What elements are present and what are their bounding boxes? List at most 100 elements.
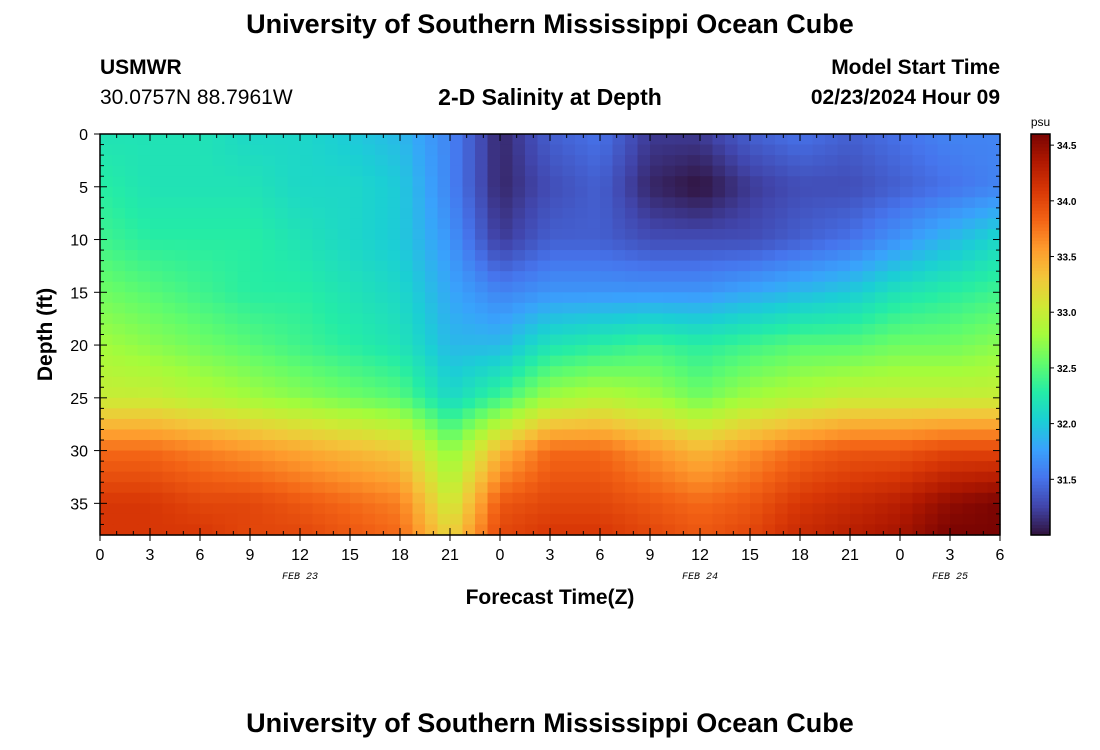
heatmap-cell — [250, 134, 264, 146]
heatmap-cell — [125, 471, 139, 483]
heatmap-cell — [737, 155, 751, 167]
heatmap-cell — [887, 440, 901, 452]
heatmap-cell — [512, 323, 526, 336]
heatmap-cell — [950, 281, 964, 293]
heatmap-cell — [950, 271, 964, 283]
heatmap-cell — [962, 144, 976, 156]
heatmap-cell — [437, 429, 451, 441]
heatmap-cell — [312, 492, 326, 504]
colorbar-swatch — [1031, 190, 1050, 195]
heatmap-cell — [462, 482, 476, 494]
heatmap-cell — [887, 207, 901, 220]
heatmap-cell — [925, 440, 939, 452]
heatmap-cell — [762, 429, 776, 441]
heatmap-cell — [412, 513, 426, 526]
heatmap-cell — [750, 239, 764, 251]
heatmap-cell — [750, 450, 764, 462]
heatmap-cell — [100, 186, 114, 198]
heatmap-cell — [725, 207, 739, 220]
heatmap-cell — [925, 176, 939, 188]
heatmap-cell — [937, 418, 951, 431]
heatmap-cell — [962, 503, 976, 515]
heatmap-cell — [625, 376, 639, 388]
heatmap-cell — [400, 471, 414, 483]
heatmap-cell — [875, 387, 889, 399]
heatmap-cell — [575, 239, 589, 251]
heatmap-cell — [712, 302, 726, 314]
heatmap-cell — [100, 281, 114, 293]
heatmap-cell — [750, 197, 764, 209]
heatmap-cell — [450, 450, 464, 462]
heatmap-cell — [700, 366, 714, 378]
heatmap-cell — [700, 334, 714, 346]
heatmap-cell — [737, 461, 751, 473]
heatmap-cell — [712, 250, 726, 262]
heatmap-cell — [750, 408, 764, 420]
heatmap-cell — [925, 292, 939, 304]
heatmap-cell — [575, 144, 589, 156]
heatmap-cell — [537, 482, 551, 494]
heatmap-cell — [700, 292, 714, 304]
heatmap-cell — [262, 186, 276, 198]
heatmap-cell — [850, 397, 864, 409]
heatmap-cell — [862, 260, 876, 272]
heatmap-cell — [737, 313, 751, 325]
heatmap-cell — [487, 186, 501, 198]
heatmap-cell — [300, 418, 314, 431]
y-axis-label: Depth (ft) — [34, 288, 57, 381]
heatmap-cell — [287, 387, 301, 399]
heatmap-cell — [337, 323, 351, 336]
heatmap-cell — [887, 345, 901, 357]
heatmap-cell — [775, 155, 789, 167]
heatmap-cell — [275, 524, 289, 536]
heatmap-cell — [312, 345, 326, 357]
heatmap-cell — [475, 440, 489, 452]
heatmap-cell — [225, 302, 239, 314]
heatmap-cell — [712, 218, 726, 230]
heatmap-cell — [162, 376, 176, 388]
heatmap-cell — [350, 155, 364, 167]
heatmap-cell — [437, 418, 451, 431]
colorbar-swatch — [1031, 351, 1050, 356]
heatmap-cell — [575, 492, 589, 504]
heatmap-cell — [625, 239, 639, 251]
heatmap-cell — [525, 482, 539, 494]
heatmap-cell — [725, 450, 739, 462]
heatmap-cell — [812, 186, 826, 198]
heatmap-cell — [262, 461, 276, 473]
colorbar-swatch — [1031, 311, 1050, 316]
heatmap-cell — [212, 429, 226, 441]
heatmap-cell — [537, 355, 551, 367]
heatmap-cell — [287, 471, 301, 483]
heatmap-cell — [975, 313, 989, 325]
heatmap-cell — [662, 524, 676, 536]
heatmap-cell — [575, 271, 589, 283]
heatmap-cell — [850, 471, 864, 483]
heatmap-cell — [487, 387, 501, 399]
heatmap-cell — [212, 376, 226, 388]
heatmap-cell — [312, 228, 326, 241]
heatmap-cell — [887, 292, 901, 304]
heatmap-cell — [662, 397, 676, 409]
heatmap-cell — [662, 186, 676, 198]
colorbar-swatch — [1031, 137, 1050, 142]
heatmap-cell — [262, 250, 276, 262]
x-tick-label: 9 — [246, 547, 255, 564]
heatmap-cell — [350, 207, 364, 220]
heatmap-cell — [262, 176, 276, 188]
heatmap-cell — [237, 176, 251, 188]
heatmap-cell — [325, 207, 339, 220]
heatmap-cell — [550, 440, 564, 452]
heatmap-cell — [125, 228, 139, 241]
heatmap-cell — [675, 260, 689, 272]
heatmap-cell — [437, 134, 451, 146]
heatmap-cell — [187, 471, 201, 483]
colorbar-swatch — [1031, 391, 1050, 396]
heatmap-cell — [762, 503, 776, 515]
heatmap-cell — [337, 228, 351, 241]
heatmap-cell — [750, 228, 764, 241]
heatmap-cell — [300, 323, 314, 336]
heatmap-cell — [612, 281, 626, 293]
heatmap-cell — [950, 513, 964, 526]
heatmap-cell — [162, 302, 176, 314]
